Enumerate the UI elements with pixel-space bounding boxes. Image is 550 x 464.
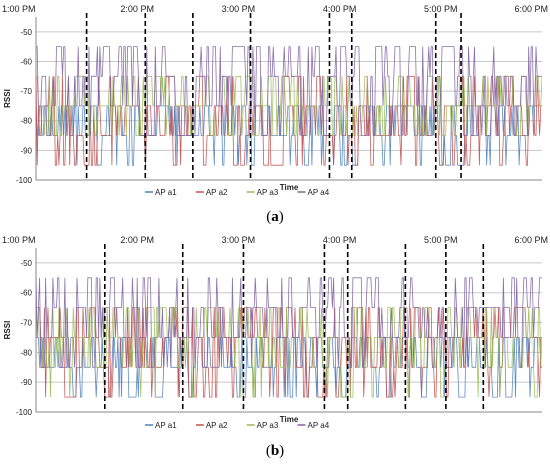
y-tick-label: -70 [20, 87, 32, 96]
legend-item: AP a2 [195, 421, 228, 430]
top-time-label: 3:00 PM [222, 235, 256, 245]
x-axis-label: Time [280, 183, 299, 192]
legend-item: AP a3 [246, 188, 279, 197]
top-time-label: 2:00 PM [120, 235, 154, 245]
y-tick-label: -60 [20, 57, 32, 66]
y-tick-label: -70 [20, 319, 32, 328]
legend-item: AP a1 [145, 421, 177, 430]
panel-label: (b) [266, 443, 284, 459]
chart-panel-b: -50 -60 -70 -80 -90 -100 1:00 PM 2:00 PM 3:00 PM… [2, 235, 548, 459]
top-time-label: 6:00 PM [514, 4, 548, 14]
top-time-label: 1:00 PM [2, 235, 36, 245]
series-group [36, 46, 542, 166]
top-time-label: 4:00 PM [323, 4, 357, 14]
y-tick-label: -60 [20, 289, 32, 298]
y-tick-label: -100 [16, 408, 33, 417]
panel-label-close: ) [279, 443, 284, 459]
panel-label: (a) [266, 209, 284, 225]
y-tick-label: -80 [20, 117, 32, 126]
panel-label-letter: b [271, 443, 279, 459]
top-time-label: 1:00 PM [2, 4, 36, 14]
legend-item: AP a4 [297, 421, 330, 430]
legend-item: AP a4 [297, 188, 330, 197]
legend-label: AP a3 [257, 421, 279, 430]
legend-item: AP a2 [195, 188, 228, 197]
y-tick-label: -90 [20, 378, 32, 387]
series-line-ap-a4 [36, 277, 542, 368]
legend-label: AP a1 [155, 421, 177, 430]
top-time-label: 2:00 PM [120, 4, 154, 14]
legend-item: AP a1 [145, 188, 177, 197]
legend-label: AP a3 [257, 188, 279, 197]
legend-label: AP a2 [206, 421, 228, 430]
y-axis-label: RSSI [3, 321, 12, 340]
chart-panel-a: -50 -60 -70 -80 -90 -100 1:00 PM 2:00 PM 3:00 PM… [2, 4, 548, 225]
y-tick-label: -90 [20, 146, 32, 155]
legend-item: AP a3 [246, 421, 279, 430]
y-axis-label: RSSI [3, 89, 12, 108]
y-tick-label: -80 [20, 348, 32, 357]
legend-label: AP a4 [308, 188, 330, 197]
legend-label: AP a1 [155, 188, 177, 197]
y-tick-label: -50 [20, 259, 32, 268]
series-line-ap-a4 [36, 46, 542, 136]
panel-label-letter: a [271, 209, 279, 225]
top-time-label: 3:00 PM [222, 4, 256, 14]
x-axis-label: Time [280, 415, 299, 424]
top-time-label: 6:00 PM [514, 235, 548, 245]
series-line-ap-a3 [36, 75, 542, 136]
top-time-label: 4:00 PM [323, 235, 357, 245]
legend-label: AP a4 [308, 421, 330, 430]
y-tick-label: -100 [16, 176, 33, 185]
legend-label: AP a2 [206, 188, 228, 197]
top-time-label: 5:00 PM [424, 235, 458, 245]
panel-label-open: ( [266, 209, 271, 225]
panel-label-close: ) [279, 209, 284, 225]
panel-label-open: ( [266, 443, 271, 459]
top-time-label: 5:00 PM [424, 4, 458, 14]
series-group [36, 277, 542, 398]
y-tick-label: -50 [20, 28, 32, 37]
